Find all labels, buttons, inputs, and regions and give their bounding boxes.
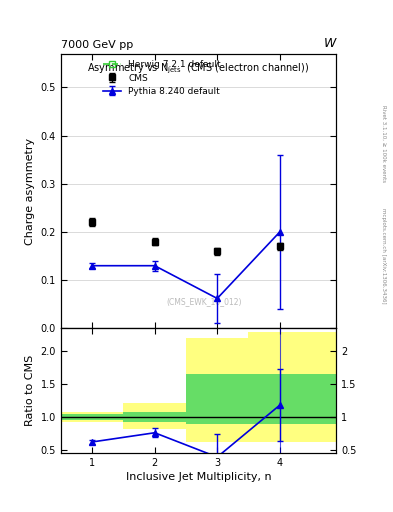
Text: W: W <box>324 37 336 50</box>
Text: (CMS_EWK_10_012): (CMS_EWK_10_012) <box>166 297 242 306</box>
Y-axis label: Ratio to CMS: Ratio to CMS <box>25 355 35 426</box>
Text: 7000 GeV pp: 7000 GeV pp <box>61 40 133 50</box>
X-axis label: Inclusive Jet Multiplicity, n: Inclusive Jet Multiplicity, n <box>126 472 271 482</box>
Y-axis label: Charge asymmetry: Charge asymmetry <box>25 138 35 245</box>
Text: Rivet 3.1.10, ≥ 100k events: Rivet 3.1.10, ≥ 100k events <box>381 105 386 182</box>
Text: mcplots.cern.ch [arXiv:1306.3436]: mcplots.cern.ch [arXiv:1306.3436] <box>381 208 386 304</box>
Text: Asymmetry vs N$_{\mathregular{jets}}$  (CMS (electron channel)): Asymmetry vs N$_{\mathregular{jets}}$ (C… <box>88 62 309 76</box>
Legend: Herwig 7.2.1 default, CMS, Pythia 8.240 default: Herwig 7.2.1 default, CMS, Pythia 8.240 … <box>101 58 223 98</box>
